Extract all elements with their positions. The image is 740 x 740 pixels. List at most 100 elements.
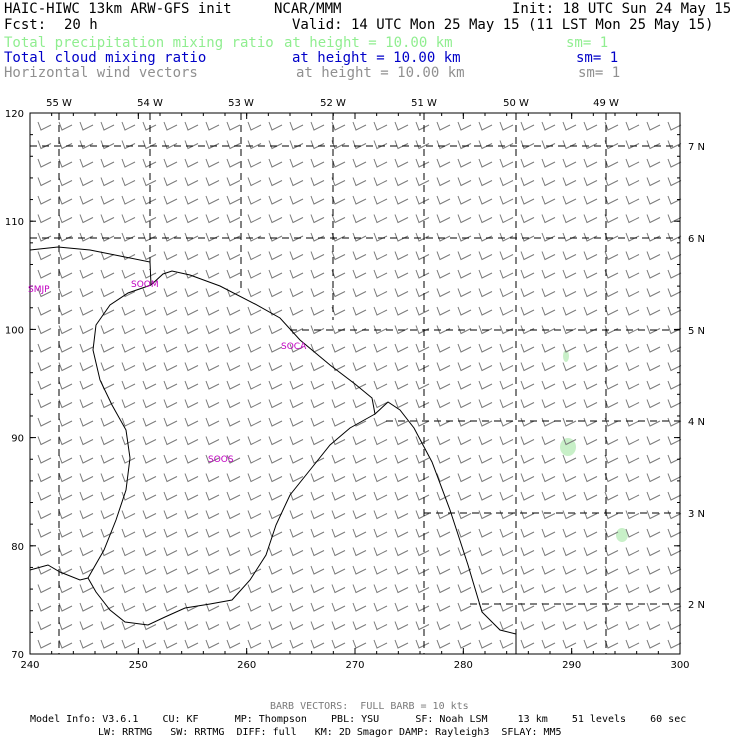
wind-barb: [100, 510, 115, 520]
wind-barb: [58, 214, 73, 224]
wind-barb: [394, 232, 409, 242]
wind-barb: [142, 140, 157, 150]
wind-barb: [604, 473, 619, 483]
wind-barb: [352, 417, 367, 427]
wind-barb: [394, 436, 409, 446]
wind-barb: [583, 547, 598, 557]
wind-barb: [121, 288, 136, 298]
station-label: SOCA: [281, 342, 307, 352]
wind-barb: [289, 639, 304, 649]
wind-barb: [184, 325, 199, 335]
wind-barb: [394, 399, 409, 409]
wind-barb: [268, 491, 283, 501]
wind-barb: [268, 177, 283, 187]
wind-barb: [415, 362, 430, 372]
wind-barb: [562, 621, 577, 631]
wind-barb: [121, 639, 136, 649]
wind-barb: [646, 380, 661, 390]
wind-barb: [310, 158, 325, 168]
wind-barb: [100, 362, 115, 372]
wind-barb: [457, 621, 472, 631]
wind-barb: [37, 232, 52, 242]
wind-barb: [436, 121, 451, 131]
wind-barb: [142, 436, 157, 446]
wind-barb: [541, 547, 556, 557]
wind-barb: [289, 380, 304, 390]
wind-barb: [247, 417, 262, 427]
wind-barb: [352, 121, 367, 131]
y-tick-label: 80: [11, 542, 24, 553]
wind-barb: [289, 510, 304, 520]
wind-barb: [58, 362, 73, 372]
longitude-label: 52 W: [320, 98, 346, 109]
wind-barb: [205, 473, 220, 483]
wind-barb: [541, 510, 556, 520]
wind-barb: [562, 528, 577, 538]
wind-barb: [352, 140, 367, 150]
wind-barb: [226, 214, 241, 224]
wind-barb: [562, 195, 577, 205]
wind-barb: [583, 399, 598, 409]
wind-barb: [289, 547, 304, 557]
wind-barb: [352, 288, 367, 298]
wind-barb: [499, 436, 514, 446]
wind-barb: [394, 195, 409, 205]
wind-barb: [100, 214, 115, 224]
wind-barb: [604, 121, 619, 131]
wind-barb: [415, 436, 430, 446]
wind-barb: [457, 343, 472, 353]
wind-barb: [163, 473, 178, 483]
x-tick-label: 300: [670, 660, 689, 671]
wind-barb: [415, 547, 430, 557]
wind-barb: [415, 177, 430, 187]
wind-barb: [58, 195, 73, 205]
wind-barb: [646, 195, 661, 205]
wind-barb: [37, 473, 52, 483]
wind-barb: [58, 436, 73, 446]
wind-barb: [394, 362, 409, 372]
wind-barb: [436, 158, 451, 168]
x-tick-label: 260: [237, 660, 256, 671]
wind-barb: [373, 417, 388, 427]
wind-barb: [226, 621, 241, 631]
wind-barb: [268, 380, 283, 390]
wind-barb: [352, 251, 367, 261]
wind-barb: [247, 177, 262, 187]
wind-barb: [436, 584, 451, 594]
wind-barb: [373, 380, 388, 390]
wind-barb: [289, 251, 304, 261]
wind-barb: [520, 380, 535, 390]
wind-barb: [226, 195, 241, 205]
wind-barb: [37, 140, 52, 150]
wind-barb: [646, 232, 661, 242]
wind-barb: [646, 621, 661, 631]
wind-barb: [499, 417, 514, 427]
wind-barb: [268, 362, 283, 372]
wind-barb: [478, 547, 493, 557]
wind-barb: [205, 140, 220, 150]
wind-barb: [604, 195, 619, 205]
wind-barb: [667, 417, 682, 427]
wind-barb: [100, 602, 115, 612]
wind-barb: [562, 121, 577, 131]
wind-barb: [79, 380, 94, 390]
wind-barb: [121, 306, 136, 316]
wind-barb: [373, 325, 388, 335]
wind-barb: [667, 177, 682, 187]
wind-barb: [394, 621, 409, 631]
wind-barb: [58, 325, 73, 335]
wind-barb: [331, 380, 346, 390]
wind-barb: [79, 510, 94, 520]
wind-barb: [583, 251, 598, 261]
wind-barb: [247, 232, 262, 242]
wind-barb: [604, 436, 619, 446]
wind-barb: [373, 121, 388, 131]
wind-barb: [205, 121, 220, 131]
wind-barb: [268, 399, 283, 409]
wind-barb: [478, 510, 493, 520]
wind-barb: [394, 158, 409, 168]
wind-barb: [478, 639, 493, 649]
wind-barb: [58, 380, 73, 390]
wind-barb: [205, 269, 220, 279]
wind-barb: [247, 251, 262, 261]
